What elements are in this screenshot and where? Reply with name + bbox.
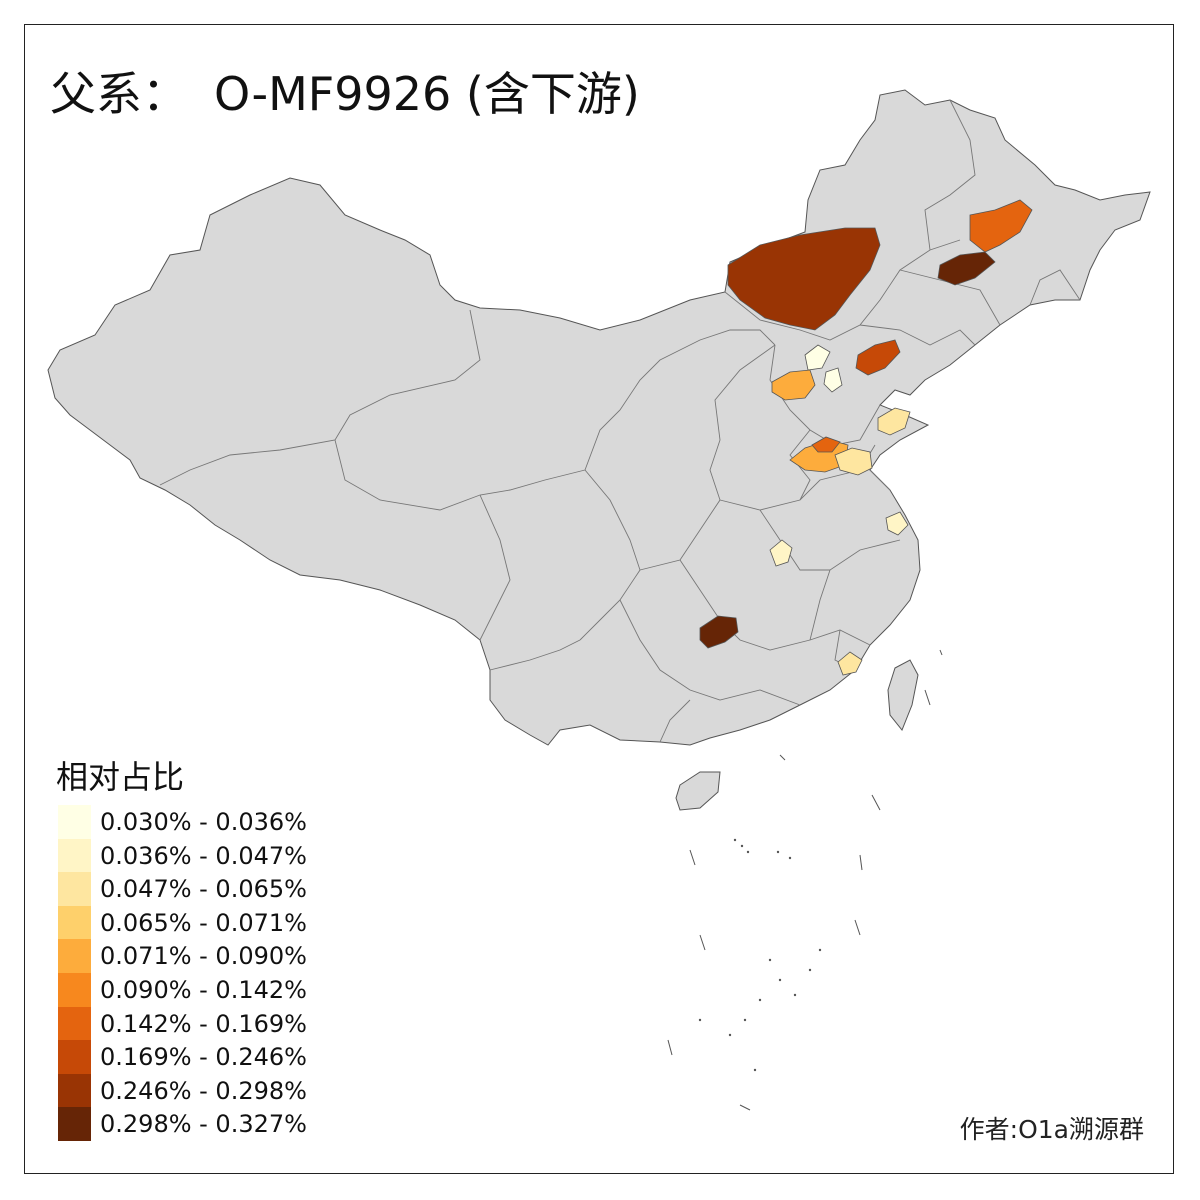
region-shandong-east (877, 407, 911, 436)
title-prefix: 父系： (50, 67, 188, 121)
taiwan-island (887, 659, 919, 731)
region-shandong-central (811, 436, 841, 453)
legend-label: 0.142% - 0.169% (100, 1009, 307, 1038)
region-fujian (837, 651, 863, 676)
legend-swatch (58, 1006, 91, 1041)
legend-title: 相对占比 (56, 758, 185, 796)
region-hulunbuir (727, 227, 881, 331)
region-harbin-area (969, 199, 1033, 253)
legend-swatch (58, 972, 91, 1007)
region-henan (769, 539, 793, 567)
legend-label: 0.047% - 0.065% (100, 875, 307, 904)
legend-label: 0.246% - 0.298% (100, 1076, 307, 1105)
region-shanxi-north (771, 369, 816, 401)
region-beijing (804, 344, 831, 371)
south-sea-islands (698, 838, 822, 1072)
legend-swatch (58, 905, 91, 940)
legend-label: 0.065% - 0.071% (100, 908, 307, 937)
legend-swatch (58, 1107, 91, 1141)
legend-label: 0.169% - 0.246% (100, 1043, 307, 1072)
legend-label: 0.090% - 0.142% (100, 975, 307, 1004)
region-shandong-south (834, 447, 873, 476)
legend-label: 0.030% - 0.036% (100, 808, 307, 836)
legend-swatch (58, 1040, 91, 1074)
region-jiangsu (885, 511, 909, 536)
legend-swatch (58, 939, 91, 973)
legend-label: 0.071% - 0.090% (100, 942, 307, 971)
region-qiqihar (937, 251, 996, 286)
map-title: 父系： O-MF9926 (含下游) (50, 58, 640, 124)
china-mainland (47, 89, 1151, 746)
legend-label: 0.036% - 0.047% (100, 841, 307, 870)
title-haplogroup: O-MF9926 (含下游) (214, 67, 640, 121)
legend-swatch (58, 872, 91, 906)
coast-islands (667, 649, 943, 1111)
legend-swatch (58, 838, 91, 873)
region-tianjin (823, 367, 843, 393)
author-credit: 作者:O1a溯源群 (959, 1115, 1144, 1144)
hainan-island (675, 771, 721, 811)
legend-swatch (58, 1073, 91, 1108)
legend-swatch (58, 805, 91, 839)
region-guizhou (699, 615, 739, 649)
highlighted-regions (699, 199, 1033, 676)
region-liaoning (855, 339, 901, 376)
legend-label: 0.298% - 0.327% (100, 1110, 307, 1139)
